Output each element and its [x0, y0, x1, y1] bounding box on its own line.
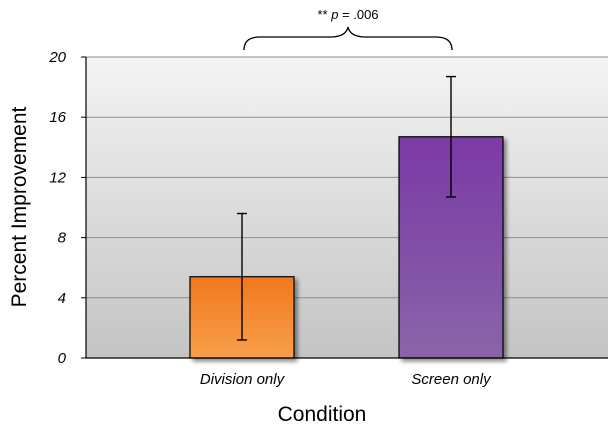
- p-value: = .006: [338, 7, 378, 22]
- axes: [81, 56, 608, 359]
- significance-label: ** p = .006: [317, 7, 378, 22]
- error-bars: [237, 75, 456, 341]
- significance-bracket: [243, 26, 453, 51]
- p-symbol: p: [330, 7, 338, 22]
- significance-stars: **: [317, 7, 327, 22]
- x-category-labels: Division only Screen only: [200, 371, 492, 388]
- bars: [189, 136, 504, 359]
- x-category-label: Screen only: [411, 371, 492, 388]
- y-tick-label: 20: [48, 49, 66, 66]
- y-tick-label: 0: [58, 350, 67, 367]
- gridlines: [86, 56, 608, 299]
- x-axis-title: Condition: [278, 403, 367, 426]
- y-tick-label: 8: [58, 230, 67, 247]
- y-tick-label: 4: [58, 290, 66, 307]
- x-category-label: Division only: [200, 371, 286, 388]
- plot-area: [86, 57, 608, 358]
- y-tick-label: 16: [49, 109, 66, 126]
- y-tick-label: 12: [49, 169, 66, 186]
- significance-annotation: ** p = .006: [243, 7, 453, 51]
- y-axis-title: Percent Improvement: [8, 106, 31, 307]
- y-tick-labels: 0 4 8 12 16 20: [48, 49, 66, 367]
